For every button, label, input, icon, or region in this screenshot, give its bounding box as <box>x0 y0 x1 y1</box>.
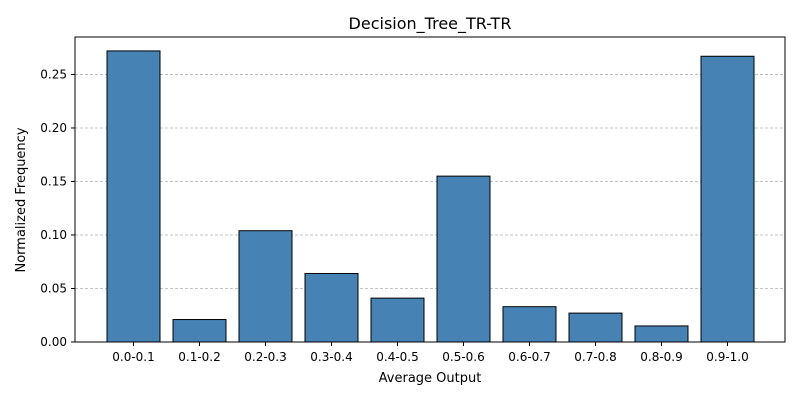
y-tick-label: 0.10 <box>40 228 67 242</box>
chart-title: Decision_Tree_TR-TR <box>349 14 512 34</box>
y-tick-label: 0.15 <box>40 174 67 188</box>
bar-0.5-0.6 <box>436 175 491 343</box>
bar-0.6-0.7 <box>502 306 557 343</box>
y-tick-label: 0.20 <box>40 121 67 135</box>
bar-0.1-0.2 <box>172 319 227 343</box>
x-tick-label: 0.6-0.7 <box>508 350 551 364</box>
y-axis-label: Normalized Frequency <box>14 127 29 272</box>
x-tick-label: 0.7-0.8 <box>574 350 617 364</box>
bar-0.4-0.5 <box>370 297 425 343</box>
bar-0.9-1.0 <box>700 55 755 343</box>
x-axis-label: Average Output <box>379 371 482 386</box>
x-tick-label: 0.0-0.1 <box>112 350 155 364</box>
bar-0.7-0.8 <box>568 312 623 343</box>
bars-layer <box>106 50 755 343</box>
x-tick-label: 0.3-0.4 <box>310 350 353 364</box>
axes-layer <box>74 36 786 343</box>
x-tick-label: 0.9-1.0 <box>706 350 749 364</box>
x-tick-label: 0.4-0.5 <box>376 350 419 364</box>
x-tick-label: 0.5-0.6 <box>442 350 485 364</box>
bar-0.8-0.9 <box>634 325 689 343</box>
bar-0.3-0.4 <box>304 273 359 343</box>
y-tick-label: 0.00 <box>40 335 67 349</box>
plot-frame <box>74 36 786 343</box>
y-tick-label: 0.05 <box>40 281 67 295</box>
ticks-layer: 0.00 0.05 0.10 0.15 0.20 0.25 0.0-0.1 0.1-0.2 0.… <box>40 67 748 364</box>
x-tick-label: 0.2-0.3 <box>244 350 287 364</box>
y-tick-label: 0.25 <box>40 67 67 81</box>
x-tick-label: 0.1-0.2 <box>178 350 221 364</box>
x-tick-label: 0.8-0.9 <box>640 350 683 364</box>
bar-0.2-0.3 <box>238 230 293 343</box>
grid-layer <box>75 74 785 343</box>
bar-0.0-0.1 <box>106 50 161 343</box>
